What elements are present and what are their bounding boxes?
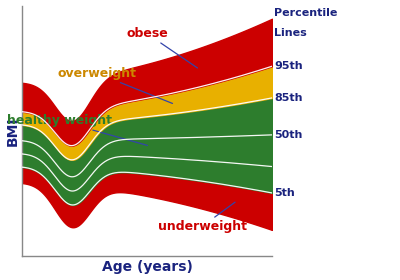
Y-axis label: BMI: BMI (6, 116, 20, 146)
Text: overweight: overweight (58, 67, 172, 103)
Text: 5th: 5th (274, 188, 295, 198)
X-axis label: Age (years): Age (years) (102, 260, 192, 274)
Text: underweight: underweight (158, 202, 246, 233)
Text: obese: obese (126, 27, 198, 68)
Text: Percentile: Percentile (274, 8, 338, 18)
Text: 85th: 85th (274, 93, 303, 103)
Text: Lines: Lines (274, 28, 307, 38)
Text: healthy weight: healthy weight (7, 114, 148, 145)
Text: 95th: 95th (274, 61, 303, 71)
Text: 50th: 50th (274, 130, 303, 140)
